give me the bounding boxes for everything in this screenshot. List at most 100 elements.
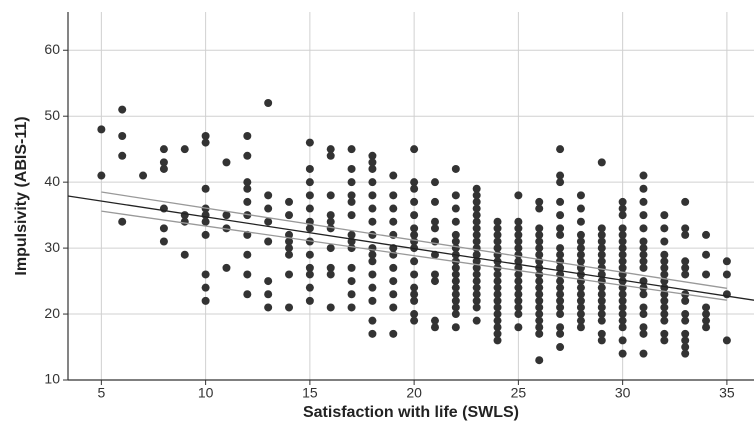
point (264, 217, 273, 226)
point (597, 237, 606, 246)
point (472, 316, 481, 325)
point (597, 250, 606, 259)
point (660, 211, 669, 220)
point (639, 211, 648, 220)
point (535, 277, 544, 286)
point (243, 131, 252, 140)
point (576, 244, 585, 253)
point (514, 296, 523, 305)
point (681, 316, 690, 325)
point (681, 296, 690, 305)
point (243, 250, 252, 259)
point (243, 151, 252, 160)
point (368, 204, 377, 213)
point (618, 211, 627, 220)
point (576, 316, 585, 325)
point (618, 323, 627, 332)
point (451, 230, 460, 239)
point (660, 336, 669, 345)
point (451, 310, 460, 319)
point (264, 99, 273, 108)
point (660, 263, 669, 272)
point (347, 191, 356, 200)
point (118, 105, 127, 114)
point (201, 230, 210, 239)
point (597, 336, 606, 345)
point (430, 323, 439, 332)
point (410, 145, 419, 154)
point (493, 303, 502, 312)
point (493, 224, 502, 233)
point (326, 270, 335, 279)
point (681, 343, 690, 352)
point (201, 217, 210, 226)
point (410, 211, 419, 220)
point (493, 323, 502, 332)
point (285, 244, 294, 253)
point (514, 270, 523, 279)
point (493, 310, 502, 319)
point (556, 303, 565, 312)
point (597, 296, 606, 305)
point (660, 316, 669, 325)
point (347, 277, 356, 286)
point (410, 230, 419, 239)
point (159, 237, 168, 246)
point (347, 197, 356, 206)
point (368, 270, 377, 279)
point (285, 303, 294, 312)
point (430, 316, 439, 325)
point (556, 145, 565, 154)
point (285, 237, 294, 246)
point (368, 178, 377, 187)
point (639, 224, 648, 233)
point (597, 158, 606, 167)
point (514, 310, 523, 319)
point (618, 310, 627, 319)
point (285, 197, 294, 206)
fit-line (101, 210, 727, 301)
point (201, 283, 210, 292)
point (514, 257, 523, 266)
point (285, 270, 294, 279)
point (222, 158, 231, 167)
point (493, 283, 502, 292)
point (514, 237, 523, 246)
point (451, 164, 460, 173)
point (326, 224, 335, 233)
point (681, 270, 690, 279)
point (430, 197, 439, 206)
point (618, 204, 627, 213)
point (493, 336, 502, 345)
point (576, 217, 585, 226)
point (576, 237, 585, 246)
point (264, 237, 273, 246)
point (451, 303, 460, 312)
x-tick-label: 20 (406, 385, 422, 401)
point (597, 230, 606, 239)
point (97, 171, 106, 180)
point (660, 237, 669, 246)
point (201, 270, 210, 279)
point (493, 237, 502, 246)
point (514, 230, 523, 239)
point (430, 277, 439, 286)
point (305, 204, 314, 213)
fit-line (101, 191, 727, 289)
point (472, 270, 481, 279)
point (347, 244, 356, 253)
point (597, 316, 606, 325)
point (660, 290, 669, 299)
point (681, 329, 690, 338)
point (368, 316, 377, 325)
point (139, 171, 148, 180)
point (597, 303, 606, 312)
point (597, 244, 606, 253)
point (535, 323, 544, 332)
point (451, 283, 460, 292)
point (618, 263, 627, 272)
point (639, 303, 648, 312)
point (535, 316, 544, 325)
point (305, 296, 314, 305)
